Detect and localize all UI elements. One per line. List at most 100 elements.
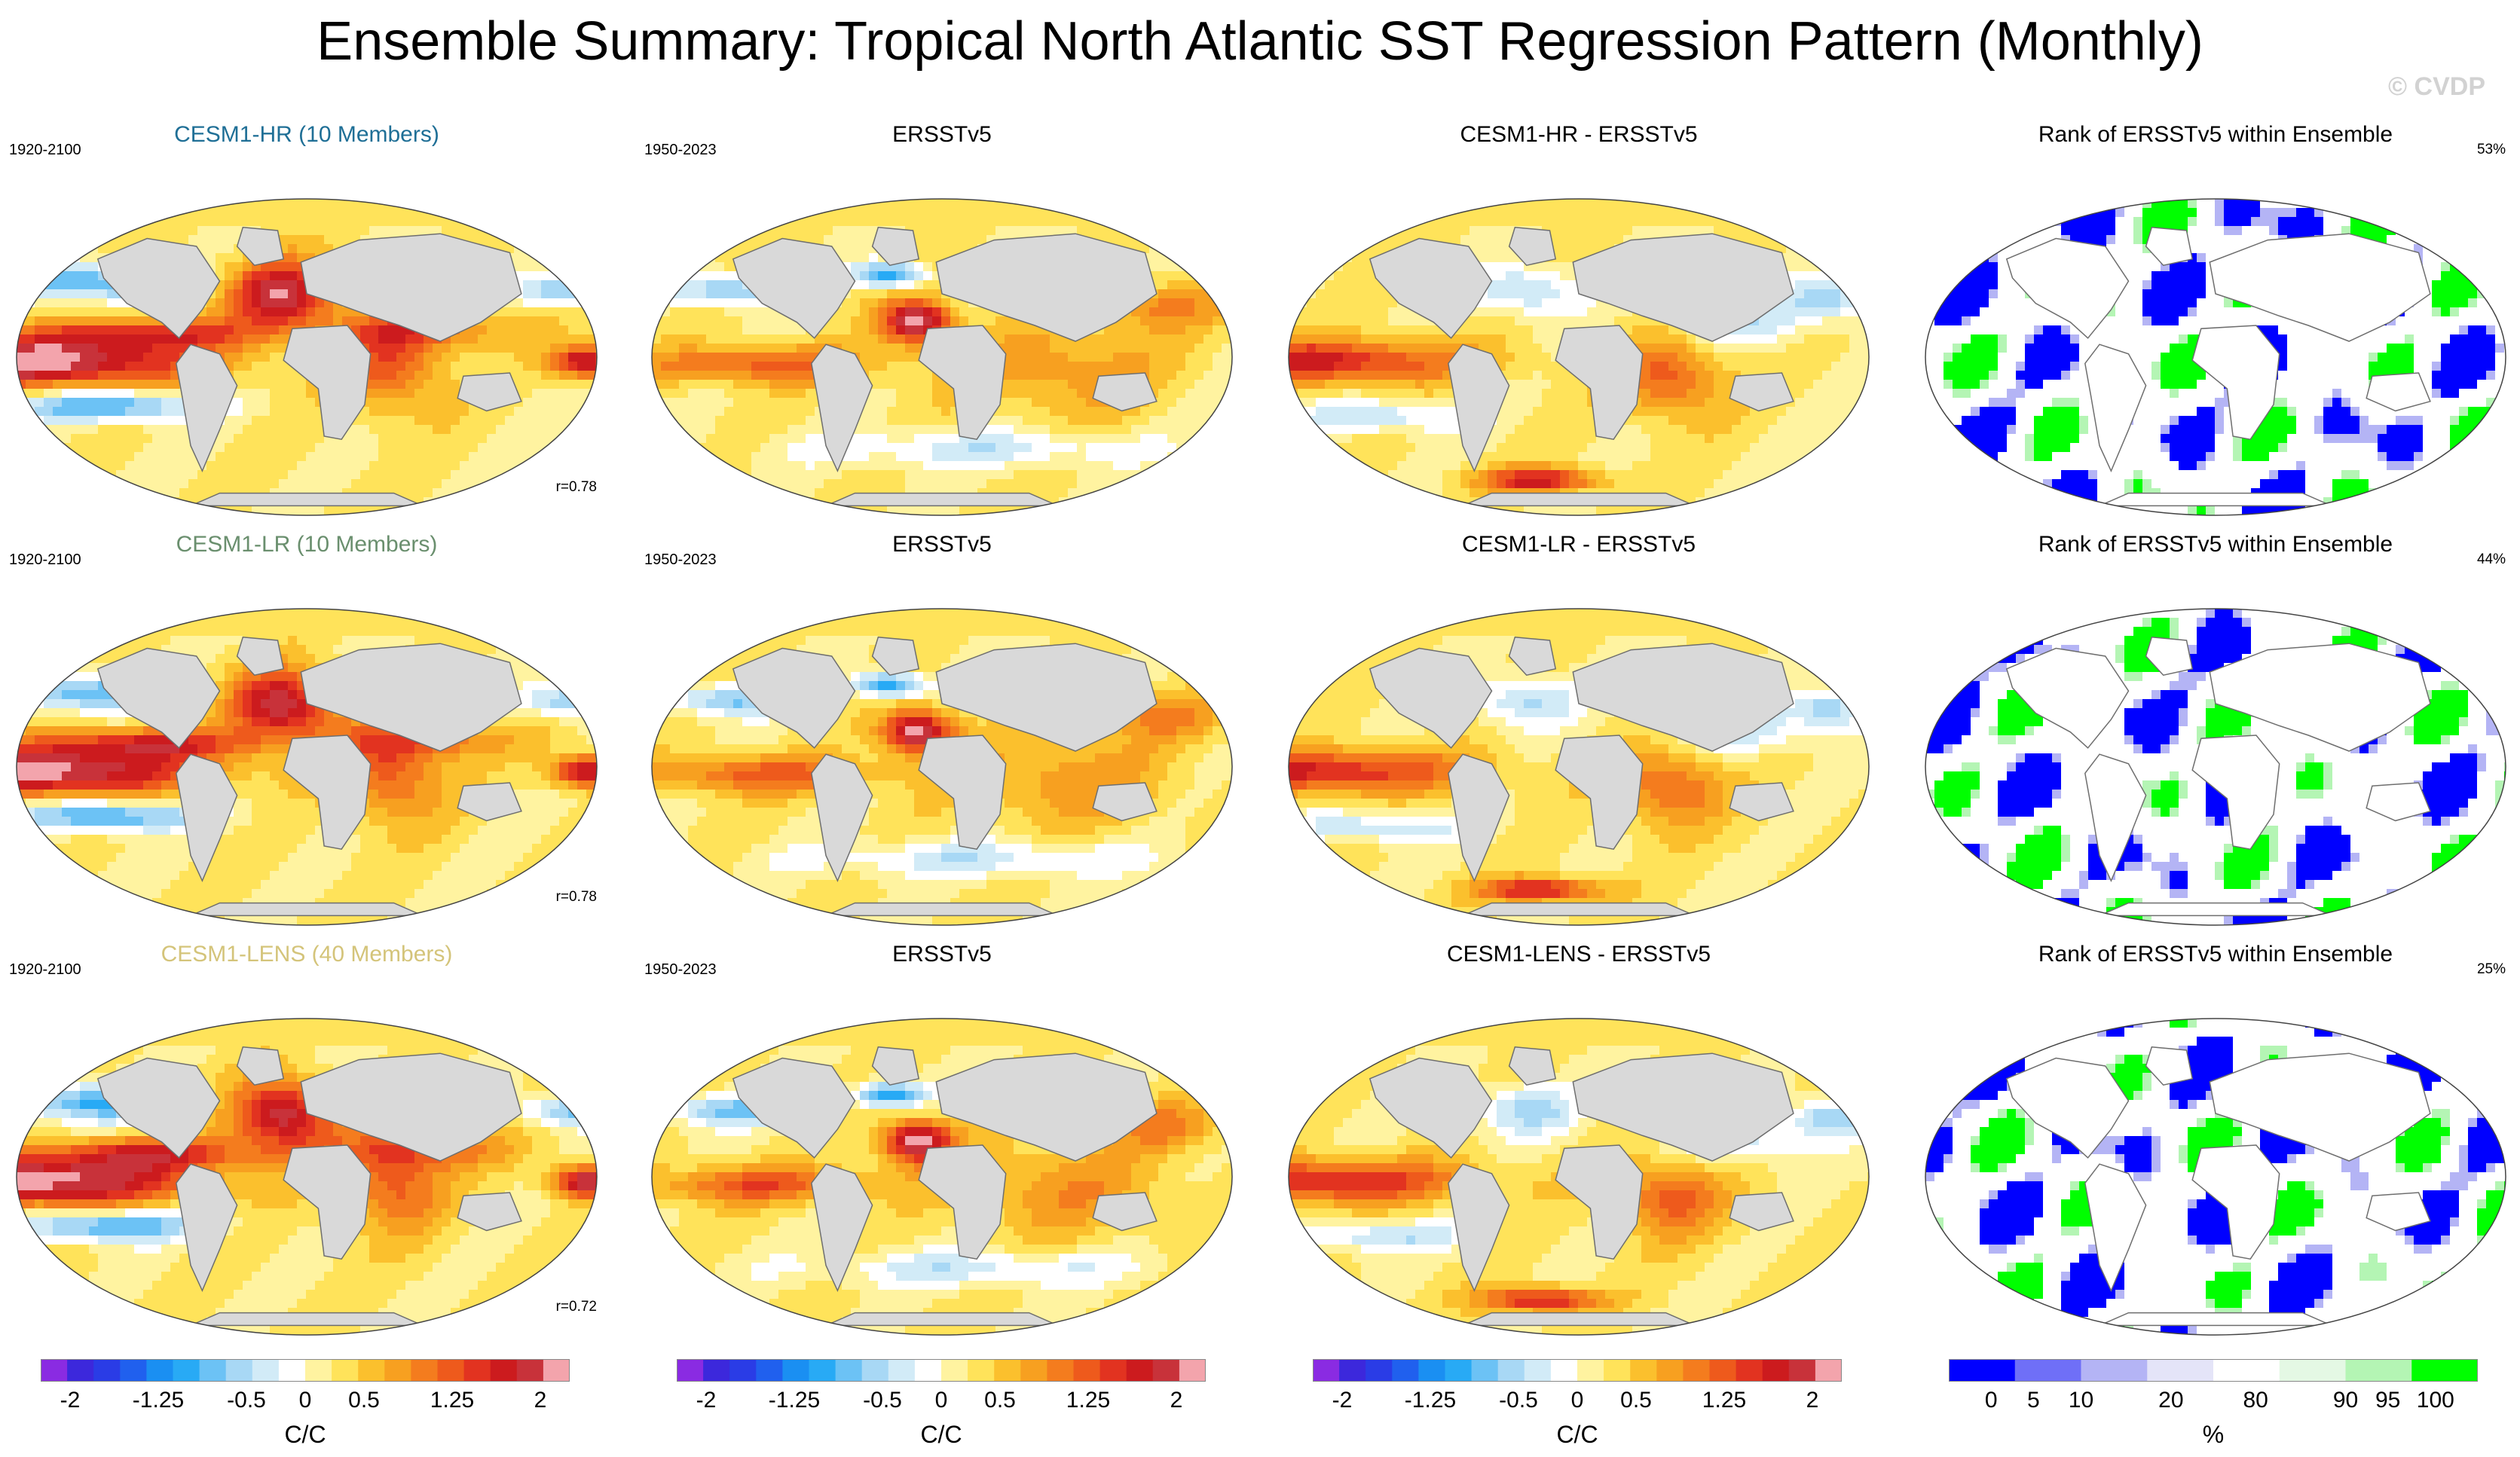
colorbar-units: C/C	[284, 1421, 326, 1449]
colorbar-tick-label: -0.5	[1499, 1388, 1538, 1413]
colorbar-swatch	[782, 1359, 809, 1382]
colorbar-tick-label: 2	[534, 1388, 547, 1413]
colorbar-swatch	[41, 1359, 68, 1382]
land-mass	[1092, 372, 1158, 412]
land-mass	[1092, 1192, 1158, 1232]
diff-panel-row-2: CESM1-LR - ERSSTv5	[1281, 532, 1876, 927]
rank-colorbar: 0 5 10 20 80 90 95 100%	[1949, 1359, 2478, 1449]
colorbar-swatch	[384, 1359, 411, 1382]
land-mass	[2191, 1144, 2280, 1260]
land-mass	[2084, 344, 2147, 473]
colorbar-swatch	[120, 1359, 147, 1382]
colorbar-swatch	[2279, 1359, 2346, 1382]
regression-colorbar: -2 -1.25 -0.5 0 0.5 1.25 2 C/C	[41, 1359, 570, 1449]
map-outline	[1288, 198, 1870, 516]
land-mass	[2366, 1192, 2431, 1232]
map-outline	[1925, 198, 2506, 516]
colorbar-tick-label: 0.5	[348, 1388, 380, 1413]
ensemble-map-svg	[16, 198, 598, 516]
colorbar-tick-label: 100	[2417, 1388, 2454, 1413]
land-mass	[283, 325, 372, 441]
map-outline	[651, 1018, 1233, 1336]
pattern-correlation: r=0.78	[556, 479, 597, 496]
colorbar-tick-label: 2	[1170, 1388, 1183, 1413]
colorbar-swatch	[2345, 1359, 2412, 1382]
land-mass	[2099, 1312, 2332, 1327]
colorbar-swatch	[1445, 1359, 1473, 1382]
land-mass	[283, 1144, 372, 1260]
panel-title: CESM1-LR - ERSSTv5	[1281, 532, 1876, 557]
rank-panel-row-1: Rank of ERSSTv5 within Ensemble 53%	[1918, 122, 2513, 517]
land-mass	[190, 902, 424, 917]
map-outline	[16, 198, 598, 516]
land-mass	[1448, 344, 1510, 473]
colorbar-swatch	[729, 1359, 757, 1382]
panel-title: Rank of ERSSTv5 within Ensemble	[1918, 532, 2513, 557]
land-mass	[811, 1163, 873, 1293]
ensemble-panel-row-3: CESM1-LENS (40 Members) 1920-2100 r=0.72	[9, 942, 604, 1336]
colorbar-swatch	[2411, 1359, 2478, 1382]
ensemble-panel-row-1: CESM1-HR (10 Members) 1920-2100 r=0.78	[9, 122, 604, 517]
colorbar-swatch	[1497, 1359, 1525, 1382]
panel-title: Rank of ERSSTv5 within Ensemble	[1918, 122, 2513, 148]
diff-map-svg	[1288, 608, 1870, 926]
obs-map-2	[651, 608, 1233, 926]
panel-title: CESM1-LENS (40 Members)	[9, 942, 604, 967]
panel-title: CESM1-LENS - ERSSTv5	[1281, 942, 1876, 967]
land-mass	[2145, 1046, 2194, 1086]
colorbar-swatch	[1126, 1359, 1154, 1382]
ensemble-map-2	[16, 608, 598, 926]
land-mass	[2005, 1057, 2130, 1159]
land-mass	[2191, 325, 2280, 441]
colorbar-tick-label: 80	[2243, 1388, 2268, 1413]
land-mass	[2145, 636, 2194, 677]
colorbar-swatch	[1366, 1359, 1393, 1382]
land-mass	[190, 492, 424, 507]
diff-panel-row-1: CESM1-HR - ERSSTv5	[1281, 122, 1876, 517]
colorbar-swatch	[67, 1359, 94, 1382]
colorbar-tick-label: -2	[696, 1388, 717, 1413]
land-mass	[176, 1163, 238, 1293]
land-mass	[811, 344, 873, 473]
land-mass	[732, 237, 856, 339]
colorbar-swatch	[703, 1359, 730, 1382]
colorbar-swatch	[146, 1359, 173, 1382]
diff-map-2	[1288, 608, 1870, 926]
colorbar-swatch	[2014, 1359, 2081, 1382]
land-mass	[935, 643, 1158, 752]
colorbar-swatch	[490, 1359, 518, 1382]
obs-map-svg	[651, 198, 1233, 516]
panel-title: ERSSTv5	[644, 942, 1240, 967]
colorbar-swatch	[2213, 1359, 2280, 1382]
diff-map-svg	[1288, 198, 1870, 516]
colorbar-tick-label: 0	[299, 1388, 312, 1413]
land-mass	[300, 1052, 522, 1162]
map-outline	[651, 608, 1233, 926]
colorbar-tick-label: 0	[1571, 1388, 1584, 1413]
colorbar-swatch	[543, 1359, 570, 1382]
land-mass	[935, 233, 1158, 342]
map-outline	[16, 1018, 598, 1336]
colorbar-tick-label: -1.25	[769, 1388, 820, 1413]
panel-title: CESM1-LR (10 Members)	[9, 532, 604, 557]
land-mass	[96, 647, 221, 749]
land-mass	[2366, 372, 2431, 412]
colorbar-swatch	[411, 1359, 438, 1382]
colorbar-swatch	[225, 1359, 253, 1382]
diff-map-3	[1288, 1018, 1870, 1336]
colorbar-swatch	[677, 1359, 704, 1382]
rank-percent: 53%	[2477, 142, 2506, 158]
map-outline	[1925, 608, 2506, 926]
colorbar-tick-label: 1.25	[1702, 1388, 1746, 1413]
map-outline	[1288, 1018, 1870, 1336]
ensemble-map-1	[16, 198, 598, 516]
land-mass	[2084, 753, 2147, 883]
panel-title: CESM1-HR - ERSSTv5	[1281, 122, 1876, 148]
colorbar-swatch	[305, 1359, 332, 1382]
land-mass	[1572, 1052, 1794, 1162]
land-mass	[1508, 1046, 1557, 1086]
colorbar-units: C/C	[1556, 1421, 1598, 1449]
colorbar-swatch	[1020, 1359, 1047, 1382]
colorbar-swatch	[1656, 1359, 1684, 1382]
land-mass	[283, 735, 372, 851]
